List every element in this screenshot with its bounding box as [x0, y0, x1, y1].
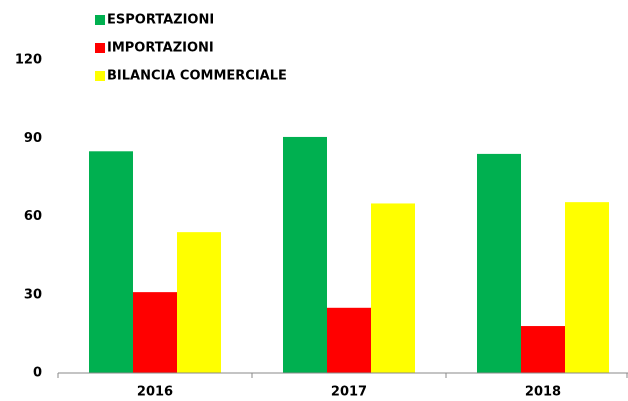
x-tick-label: 2017 — [331, 385, 367, 400]
y-tick-label: 30 — [24, 287, 42, 302]
bar — [521, 326, 565, 373]
legend-label: BILANCIA COMMERCIALE — [107, 69, 287, 84]
legend-label: IMPORTAZIONI — [107, 41, 214, 56]
bar — [371, 203, 415, 373]
bar — [89, 151, 133, 373]
y-tick-label: 120 — [15, 53, 42, 68]
legend-swatch — [95, 43, 105, 53]
legend-swatch — [95, 71, 105, 81]
y-tick-label: 60 — [24, 209, 42, 224]
legend-label: ESPORTAZIONI — [107, 13, 214, 28]
x-tick-label: 2016 — [137, 385, 173, 400]
bar — [283, 136, 327, 373]
bar — [133, 292, 177, 373]
y-tick-label: 90 — [24, 131, 42, 146]
bar — [177, 232, 221, 373]
bar — [477, 153, 521, 373]
x-tick-label: 2018 — [525, 385, 561, 400]
bar — [565, 202, 609, 373]
bar — [327, 307, 371, 373]
y-tick-label: 0 — [33, 366, 42, 381]
legend-swatch — [95, 15, 105, 25]
